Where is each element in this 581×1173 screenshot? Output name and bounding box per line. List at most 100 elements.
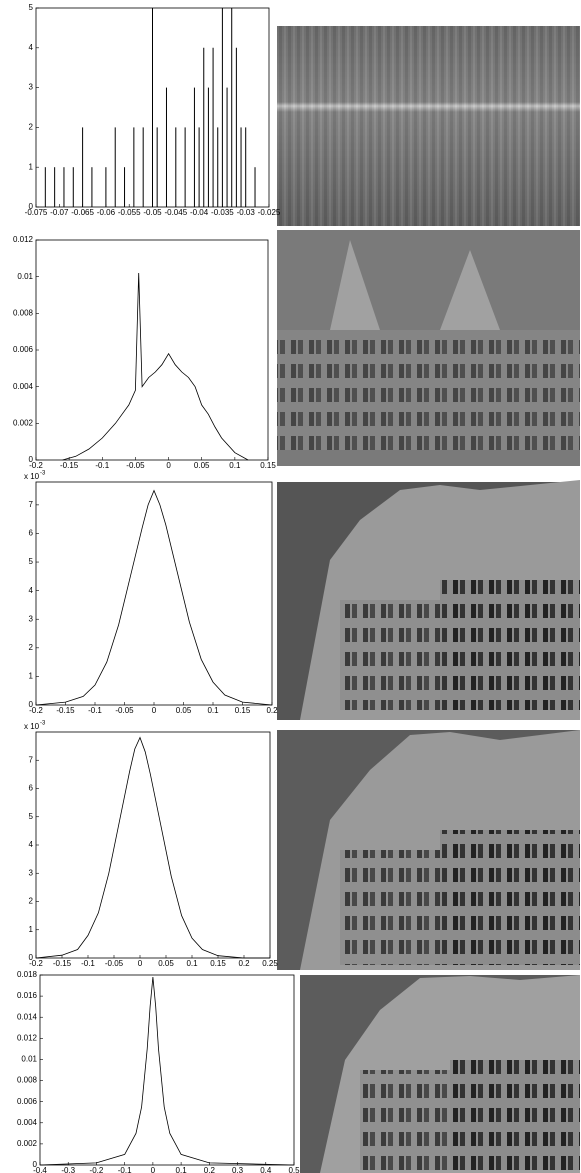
x-tick-label: 0.1 <box>186 959 198 968</box>
x-tick-label: -0.05 <box>115 706 134 715</box>
y-tick-label: 0.018 <box>17 970 38 979</box>
x-tick-label: -0.2 <box>29 706 43 715</box>
y-tick-label: 0.002 <box>13 418 34 427</box>
x-tick-label: -0.05 <box>105 959 124 968</box>
x-tick-label: -0.4 <box>33 1166 47 1173</box>
x-tick-label: -0.045 <box>164 208 187 217</box>
y-tick-label: 3 <box>29 83 34 92</box>
histogram-line <box>35 736 270 959</box>
x-tick-label: -0.025 <box>258 208 281 217</box>
x-tick-label: 0.15 <box>260 461 276 470</box>
x-tick-label: -0.055 <box>118 208 141 217</box>
x-tick-label: 0.15 <box>210 959 226 968</box>
x-tick-label: 0 <box>166 461 171 470</box>
x-tick-label: 0.2 <box>204 1166 216 1173</box>
x-tick-label: -0.065 <box>71 208 94 217</box>
scale-base: x 10 <box>24 472 40 481</box>
scale-exponent: -3 <box>40 721 46 727</box>
x-tick-label: 0.1 <box>176 1166 188 1173</box>
chart: -0.2 -0.15 -0.1 -0.05 0 0.05 0.1 0.15 0 0.002 0.00… <box>13 235 276 470</box>
y-tick-label: 4 <box>29 43 34 52</box>
x-tick-label: -0.3 <box>61 1166 75 1173</box>
y-tick-label: 0.012 <box>17 1033 38 1042</box>
y-tick-label: 0 <box>29 953 34 962</box>
y-tick-label: 0 <box>29 202 34 211</box>
y-tick-label: 3 <box>29 614 34 623</box>
x-tick-label: 0.1 <box>229 461 241 470</box>
x-tick-label: -0.07 <box>50 208 69 217</box>
scale-base: x 10 <box>24 722 40 731</box>
x-tick-label: -0.15 <box>56 706 75 715</box>
y-tick-label: 7 <box>29 755 34 764</box>
y-tick-label: 1 <box>29 162 34 171</box>
y-tick-label: 2 <box>29 643 34 652</box>
y-tick-label: 0.004 <box>17 1118 38 1127</box>
y-tick-label: 1 <box>29 925 34 934</box>
x-tick-label: 0.05 <box>176 706 192 715</box>
x-tick-label: 0.2 <box>266 706 278 715</box>
y-tick-label: 0.006 <box>17 1097 38 1106</box>
image-2 <box>277 230 580 466</box>
chart: -0.4 -0.3 -0.2 -0.1 0 0.1 0.2 0.3 0.4 0.5 0 0.002 0.… <box>17 970 300 1173</box>
image-3 <box>277 480 580 720</box>
y-tick-label: 1 <box>29 672 34 681</box>
image-1 <box>277 26 580 226</box>
x-tick-label: 0.4 <box>260 1166 272 1173</box>
x-tick-label: 0.25 <box>262 959 278 968</box>
chart: -0.2 -0.15 -0.1 -0.05 0 0.05 0.1 0.15 0.2 0.25 0 1 2… <box>24 721 278 969</box>
x-tick-label: -0.15 <box>53 959 72 968</box>
x-tick-label: -0.03 <box>237 208 256 217</box>
y-tick-label: 0.006 <box>13 345 34 354</box>
x-tick-label: 0 <box>152 706 157 715</box>
x-tick-label: 0.05 <box>158 959 174 968</box>
plot-frame <box>39 974 295 1166</box>
plot-frame <box>35 731 271 959</box>
histogram-line <box>39 977 295 1166</box>
x-tick-label: -0.1 <box>81 959 95 968</box>
x-tick-label: 0 <box>151 1166 156 1173</box>
y-tick-label: 0.014 <box>17 1012 38 1021</box>
y-tick-label: 5 <box>29 812 34 821</box>
y-tick-label: 3 <box>29 868 34 877</box>
y-tick-label: 2 <box>29 897 34 906</box>
x-tick-label: -0.075 <box>25 208 48 217</box>
x-tick-label: -0.2 <box>29 959 43 968</box>
x-tick-label: -0.035 <box>211 208 234 217</box>
scale-exponent: -3 <box>40 471 46 477</box>
y-tick-label: 0 <box>29 700 34 709</box>
x-tick-label: -0.1 <box>95 461 109 470</box>
y-tick-label: 4 <box>29 840 34 849</box>
histogram-line <box>35 489 273 706</box>
histogram-line <box>62 272 249 461</box>
y-tick-label: 2 <box>29 123 34 132</box>
x-tick-label: 0.05 <box>194 461 210 470</box>
x-tick-label: -0.05 <box>126 461 145 470</box>
y-tick-label: 6 <box>29 784 34 793</box>
y-tick-label: 0.002 <box>17 1139 38 1148</box>
x-tick-label: -0.2 <box>90 1166 104 1173</box>
chart: -0.075 -0.07 -0.065 -0.06 -0.055 -0.05 -0.045 -… <box>25 3 281 217</box>
x-tick-label: 0 <box>138 959 143 968</box>
chart: -0.2 -0.15 -0.1 -0.05 0 0.05 0.1 0.15 0.2 0 1 2 3 4 5 6… <box>24 471 278 716</box>
x-tick-label: -0.2 <box>29 461 43 470</box>
y-tick-label: 6 <box>29 529 34 538</box>
y-tick-label: 0.01 <box>17 272 33 281</box>
x-tick-label: -0.1 <box>118 1166 132 1173</box>
y-tick-label: 0 <box>29 455 34 464</box>
y-tick-label: 0.004 <box>13 382 34 391</box>
y-tick-label: 0.008 <box>13 308 34 317</box>
plot-frame <box>35 239 269 461</box>
y-tick-label: 0 <box>33 1160 38 1169</box>
x-tick-label: -0.06 <box>97 208 116 217</box>
x-tick-label: 0.15 <box>235 706 251 715</box>
y-tick-label: 0.008 <box>17 1076 38 1085</box>
y-tick-label: 7 <box>29 500 34 509</box>
y-tick-label: 5 <box>29 3 34 12</box>
x-tick-label: -0.15 <box>60 461 79 470</box>
y-tick-label: 5 <box>29 557 34 566</box>
image-4 <box>277 730 580 970</box>
x-tick-label: 0.3 <box>232 1166 244 1173</box>
plot-frame <box>35 481 273 706</box>
x-tick-label: -0.1 <box>88 706 102 715</box>
x-tick-label: -0.05 <box>143 208 162 217</box>
